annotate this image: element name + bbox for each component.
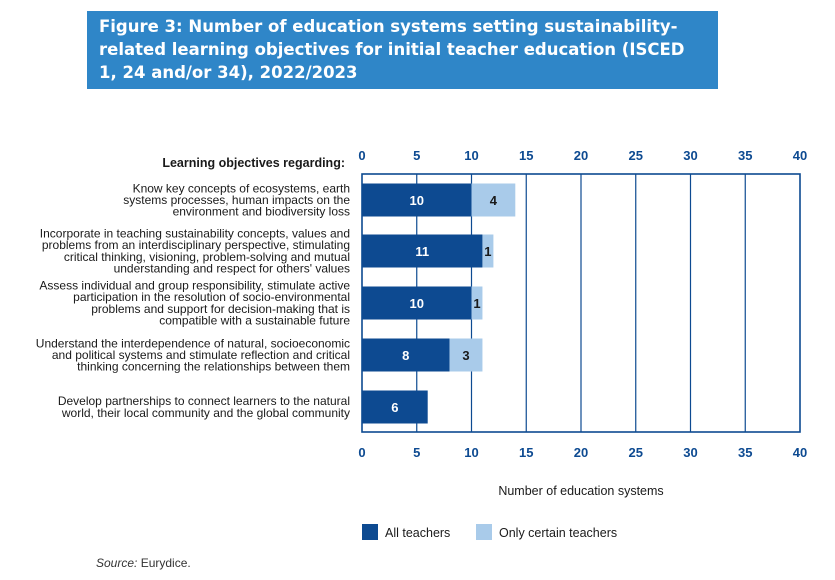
bar-certain-teachers xyxy=(471,286,483,320)
source-note: Source: Eurydice. xyxy=(96,556,191,570)
tick-label-bottom: 0 xyxy=(358,445,365,460)
tick-label-top: 0 xyxy=(358,148,365,163)
tick-label-top: 35 xyxy=(738,148,752,163)
legend-label-all-teachers: All teachers xyxy=(385,526,450,540)
category-label-line: compatible with a sustainable future xyxy=(159,313,350,327)
category-label-line: Incorporate in teaching sustainability c… xyxy=(40,227,350,241)
data-label: 1 xyxy=(484,244,491,259)
x-axis-label: Number of education systems xyxy=(498,484,663,498)
tick-label-bottom: 10 xyxy=(464,445,478,460)
bar-certain-teachers xyxy=(482,234,494,268)
category-label: Understand the interdependence of natura… xyxy=(36,336,350,373)
bar-certain-teachers xyxy=(449,338,483,372)
bar-all-teachers xyxy=(362,286,472,320)
tick-label-top: 25 xyxy=(629,148,643,163)
tick-label-top: 10 xyxy=(464,148,478,163)
data-label: 8 xyxy=(402,348,409,363)
bar-all-teachers xyxy=(362,234,483,268)
category-header: Learning objectives regarding: xyxy=(162,156,345,170)
tick-label-bottom: 15 xyxy=(519,445,533,460)
figure-title: Figure 3: Number of education systems se… xyxy=(87,11,718,89)
legend-swatch-certain-teachers xyxy=(476,524,492,540)
tick-label-top: 30 xyxy=(683,148,697,163)
tick-label-bottom: 20 xyxy=(574,445,588,460)
tick-label-bottom: 25 xyxy=(629,445,643,460)
category-label-line: environment and biodiversity loss xyxy=(173,205,350,219)
tick-label-bottom: 35 xyxy=(738,445,752,460)
category-label: Develop partnerships to connect learners… xyxy=(58,394,350,420)
data-label: 10 xyxy=(410,296,424,311)
data-label: 1 xyxy=(473,296,480,311)
category-label-line: systems processes, human impacts on the xyxy=(123,193,350,207)
bar-all-teachers xyxy=(362,338,450,372)
tick-label-top: 5 xyxy=(413,148,420,163)
category-label-line: Assess individual and group responsibili… xyxy=(39,279,350,293)
tick-label-top: 40 xyxy=(793,148,807,163)
category-label-line: world, their local community and the glo… xyxy=(61,406,350,420)
category-label: Know key concepts of ecosystems, earth sy… xyxy=(123,181,350,218)
category-label-line: Understand the interdependence of natura… xyxy=(36,336,350,350)
legend-swatch-all-teachers xyxy=(362,524,378,540)
category-label-line: Develop partnerships to connect learners… xyxy=(58,394,350,408)
tick-label-top: 15 xyxy=(519,148,533,163)
category-label-line: critical thinking, visioning, problem-so… xyxy=(64,250,350,264)
source-label: Source: xyxy=(96,556,138,570)
tick-label-bottom: 30 xyxy=(683,445,697,460)
category-label-line: thinking concerning the relationships be… xyxy=(77,360,350,374)
legend-label-certain-teachers: Only certain teachers xyxy=(499,526,617,540)
category-label-line: Know key concepts of ecosystems, earth xyxy=(133,181,350,195)
bar-certain-teachers xyxy=(471,183,516,217)
category-label-line: understanding and respect for others' va… xyxy=(114,261,350,275)
category-label: Assess individual and group responsibili… xyxy=(39,279,350,328)
category-label: Incorporate in teaching sustainability c… xyxy=(40,227,350,276)
bar-all-teachers xyxy=(362,183,472,217)
tick-label-bottom: 5 xyxy=(413,445,420,460)
source-text: Eurydice. xyxy=(137,556,191,570)
data-label: 11 xyxy=(415,244,429,259)
category-label-line: problems and support for decision-making… xyxy=(91,302,350,316)
category-label-line: problems from an interdisciplinary persp… xyxy=(42,238,350,252)
category-label-line: participation in the resolution of socio… xyxy=(73,290,350,304)
data-label: 3 xyxy=(462,348,469,363)
category-label-line: and political systems and stimulate refl… xyxy=(52,348,350,362)
data-label: 10 xyxy=(410,193,424,208)
tick-label-top: 20 xyxy=(574,148,588,163)
bar-all-teachers xyxy=(362,390,428,424)
data-label: 4 xyxy=(490,193,498,208)
data-label: 6 xyxy=(391,400,398,415)
tick-label-bottom: 40 xyxy=(793,445,807,460)
